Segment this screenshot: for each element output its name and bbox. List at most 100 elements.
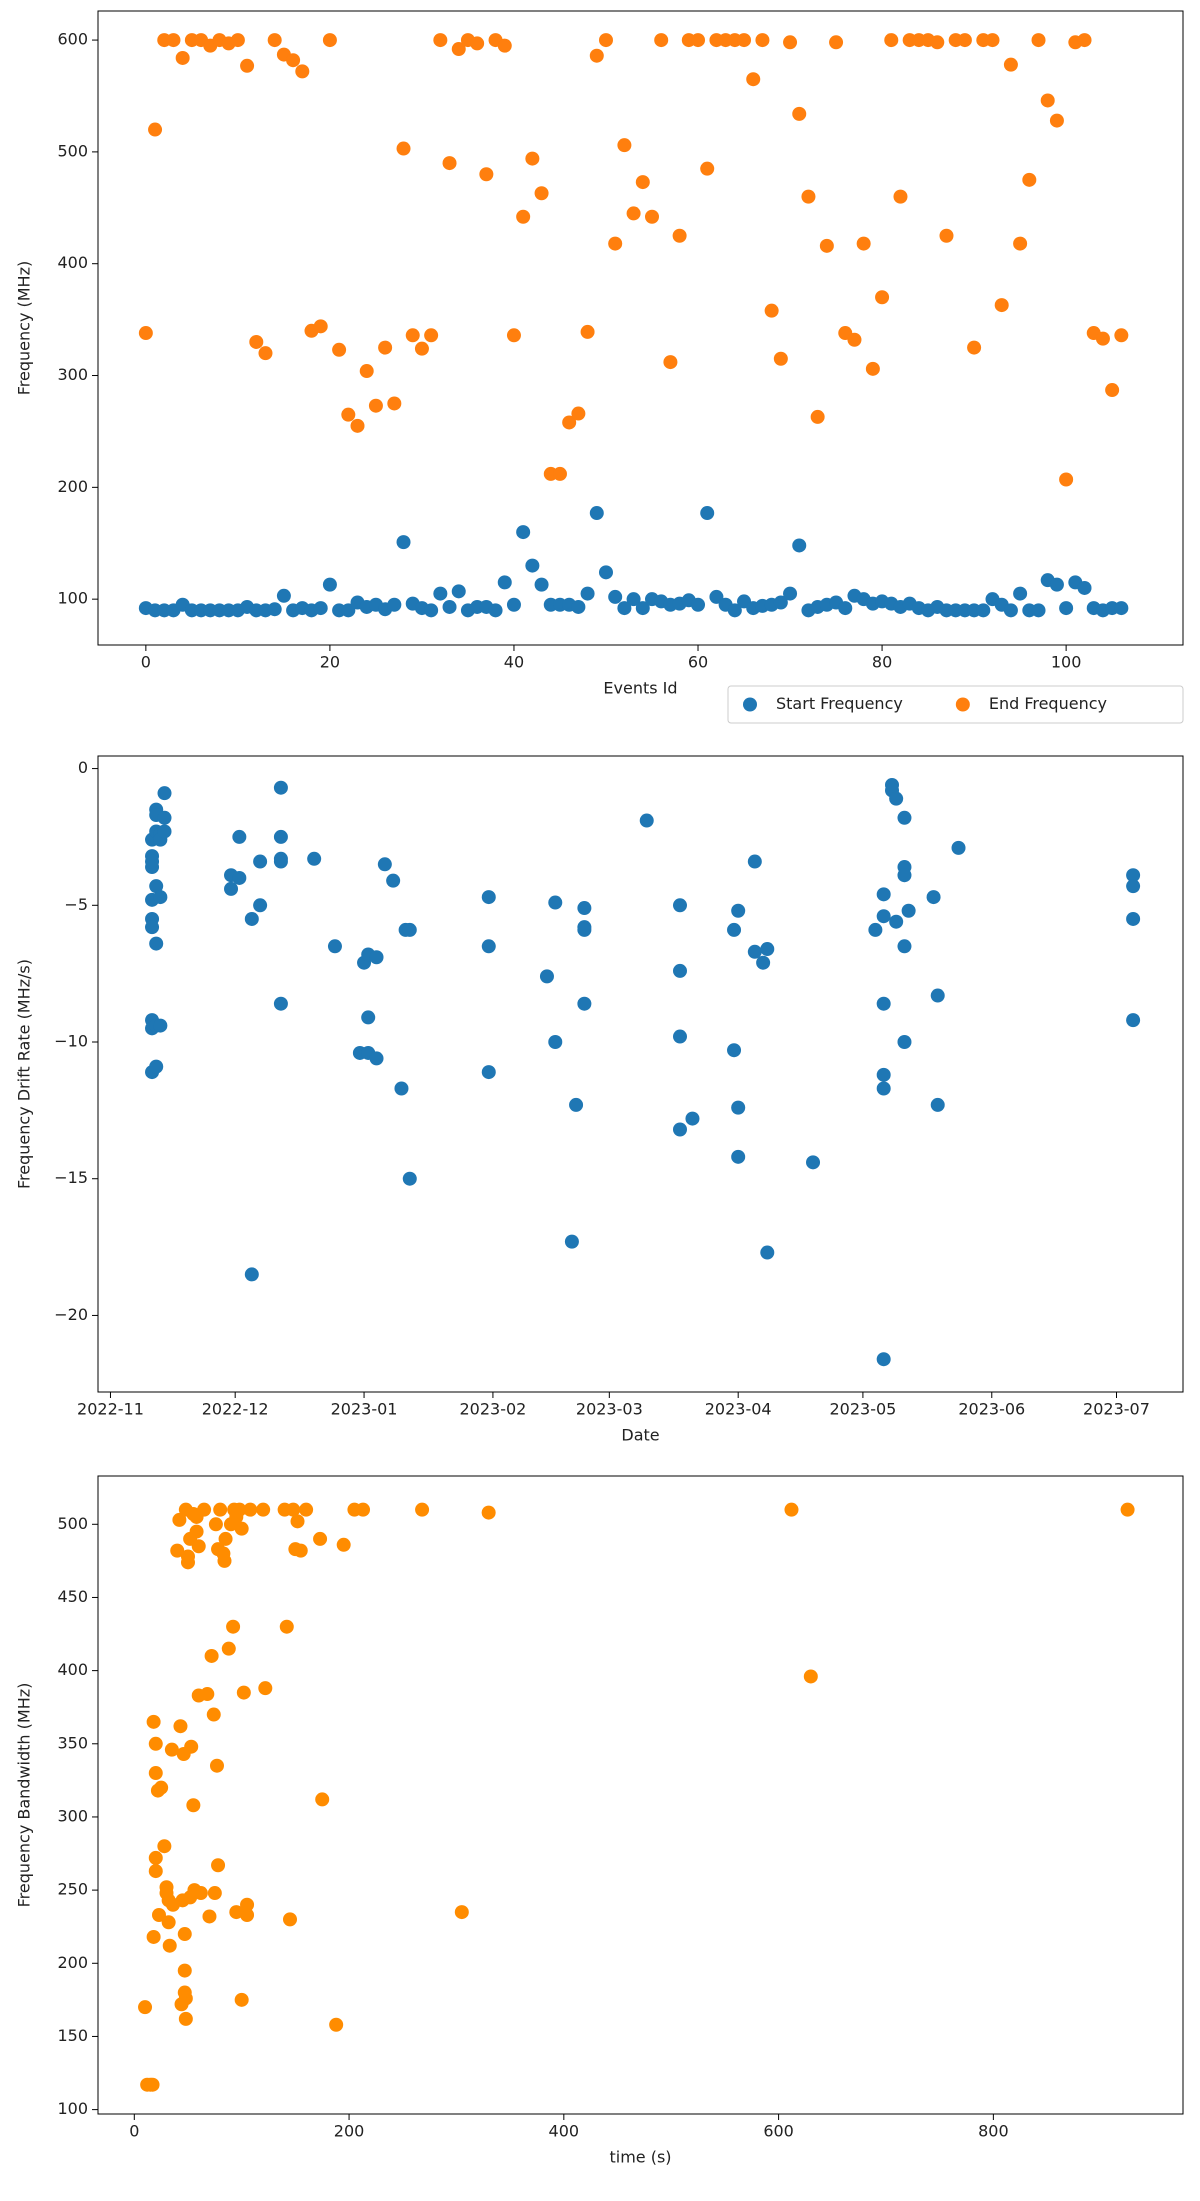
x-tick-label: 600 [763,2122,794,2141]
scatter-point [154,1780,169,1795]
scatter-point [783,586,798,601]
y-axis-label: Frequency Drift Rate (MHz/s) [15,959,34,1189]
y-tick-label: 350 [57,1733,88,1752]
scatter-point [1013,236,1028,251]
scatter-point [350,418,365,433]
scatter-point [663,355,678,370]
scatter-point [166,33,181,48]
scatter-point [1013,586,1028,601]
y-tick-label: 150 [57,2026,88,2045]
scatter-point [755,33,770,48]
scatter-point [589,506,604,521]
scatter-point [747,944,762,959]
scatter-point [313,1531,328,1546]
scatter-point [322,33,337,48]
chart-panel: 0 200 400 600 800 100 150 200 250 300 350 400 450 500… [15,1475,1184,2167]
scatter-point [315,1792,330,1807]
scatter-point [571,406,586,421]
chart-panel: 2022-11 2022-12 2023-01 2023-02 2023-03 2023-… [15,755,1184,1445]
x-tick-label: 2023-03 [576,1400,643,1419]
scatter-point [685,1111,700,1126]
scatter-point [138,2000,153,2015]
scatter-point [193,1886,208,1901]
scatter-point [402,922,417,937]
scatter-point [197,1502,212,1517]
scatter-point [149,879,164,894]
scatter-point [876,1352,891,1367]
scatter-point [691,33,706,48]
scatter-point [598,33,613,48]
scatter-point [273,829,288,844]
scatter-point [865,361,880,376]
y-tick-label: −10 [54,1032,88,1051]
x-tick-label: 800 [978,2122,1009,2141]
scatter-point [424,328,439,343]
scatter-point [1031,603,1046,618]
scatter-point [889,914,904,929]
x-tick-label: 2022-12 [202,1400,269,1419]
scatter-point [369,1051,384,1066]
scatter-point [1126,879,1141,894]
scatter-point [497,38,512,53]
scatter-point [151,1907,166,1922]
scatter-point [488,603,503,618]
scatter-point [731,1149,746,1164]
scatter-point [377,857,392,872]
scatter-point [234,1992,249,2007]
scatter-point [415,1502,430,1517]
scatter-point [868,922,883,937]
scatter-point [672,963,687,978]
y-tick-label: 450 [57,1587,88,1606]
scatter-point [562,415,577,430]
scatter-point [207,1886,222,1901]
scatter-point [1049,113,1064,128]
scatter-point [548,895,563,910]
scatter-point [884,33,899,48]
y-axis-label: Frequency (MHz) [15,261,34,395]
scatter-point [506,328,521,343]
scatter-point [232,1502,247,1517]
y-tick-label: 250 [57,1880,88,1899]
scatter-point [368,398,383,413]
scatter-point [148,122,163,137]
x-tick-label: 80 [872,653,892,672]
scatter-point [700,161,715,176]
scatter-point [976,603,991,618]
scatter-point [253,898,268,913]
scatter-point [286,53,301,68]
scatter-point [897,1035,912,1050]
scatter-point [442,156,457,171]
y-tick-label: −15 [54,1168,88,1187]
scatter-point [930,988,945,1003]
scatter-point [897,810,912,825]
scatter-point [162,1938,177,1953]
scatter-point [1105,383,1120,398]
scatter-point [232,829,247,844]
scatter-point [148,1850,163,1865]
scatter-point [148,1864,163,1879]
scatter-point [240,1897,255,1912]
scatter-point [218,1531,233,1546]
scatter-point [516,209,531,224]
scatter-point [889,791,904,806]
scatter-point [1114,328,1129,343]
scatter-point [145,920,160,935]
scatter-point [847,332,862,347]
scatter-point [639,813,654,828]
x-tick-label: 20 [320,653,340,672]
scatter-point [589,48,604,63]
scatter-point [516,525,531,540]
scatter-point [801,189,816,204]
scatter-point [230,33,245,48]
scatter-point [792,106,807,121]
scatter-point [1095,331,1110,346]
scatter-point [387,597,402,612]
y-tick-label: 400 [57,253,88,272]
scatter-point [249,334,264,349]
scatter-point [783,35,798,50]
scatter-point [737,33,752,48]
scatter-point [626,206,641,221]
scatter-point [273,780,288,795]
scatter-point [234,1521,249,1536]
scatter-point [876,996,891,1011]
